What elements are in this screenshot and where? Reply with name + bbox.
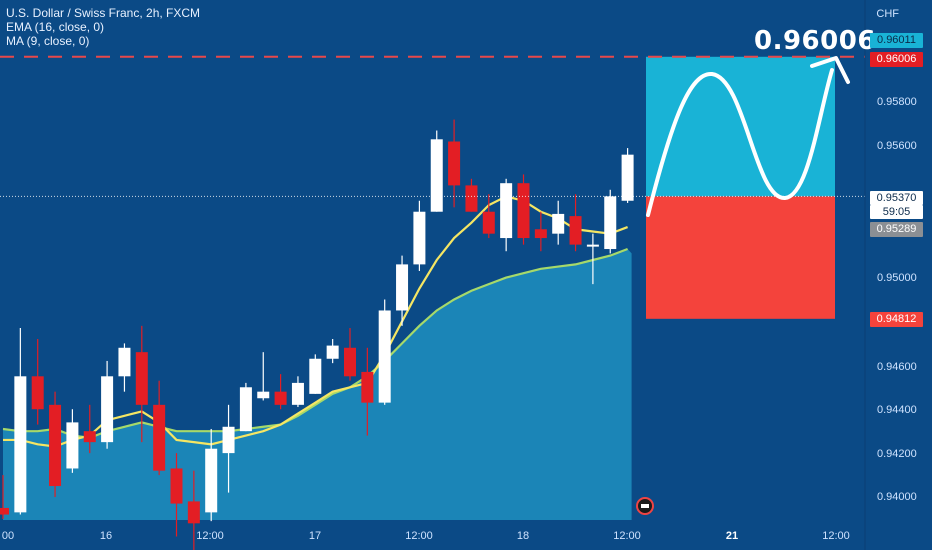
candle-bear <box>465 185 478 212</box>
ma-legend[interactable]: MA (9, close, 0) <box>6 34 90 48</box>
candle-bull <box>14 376 27 513</box>
candle-bull <box>413 211 426 265</box>
candle-bear <box>187 501 200 524</box>
candle-bull <box>586 244 599 247</box>
candle-bear <box>153 404 166 471</box>
candle-bear <box>135 352 148 405</box>
candle-bear <box>448 141 461 186</box>
candle-bear <box>361 371 374 403</box>
y-tick: 0.95800 <box>877 96 917 108</box>
countdown-tag: 59:05 <box>870 205 923 219</box>
x-tick: 21 <box>725 530 739 542</box>
candle-bull <box>396 264 409 311</box>
candle-bear <box>49 404 62 487</box>
candle-bear <box>170 468 183 504</box>
y-tick: 0.94200 <box>877 448 917 460</box>
y-tick: 0.95000 <box>877 272 917 284</box>
candle-bear <box>534 229 547 239</box>
annotations <box>0 0 866 550</box>
candle-bull <box>239 387 252 432</box>
candle-bull <box>378 310 391 403</box>
candle-bear <box>83 431 96 443</box>
target-price-label: 0.96006 <box>754 26 876 56</box>
x-tick: 12:00 <box>822 530 850 542</box>
candle-bear <box>482 211 495 234</box>
us-flag-event-icon[interactable] <box>636 497 654 515</box>
candle-bull <box>101 376 114 443</box>
stop-price-tag: 0.94812 <box>870 312 923 327</box>
y-tick: 0.94000 <box>877 491 917 503</box>
candle-bull <box>430 139 443 212</box>
projection-arrowhead <box>810 56 850 84</box>
candle-bull <box>205 448 218 513</box>
candle-bear <box>31 376 44 410</box>
top-price-tag: 0.96011 <box>870 33 923 48</box>
y-tick: 0.95600 <box>877 140 917 152</box>
candle-bull <box>118 347 131 377</box>
candle-bull <box>500 183 513 239</box>
candle-bull <box>621 154 634 201</box>
x-tick: 18 <box>516 530 530 542</box>
candle-bear <box>274 391 287 405</box>
candle-bull <box>257 391 270 399</box>
candle-bull <box>604 196 617 250</box>
projection-curve <box>646 68 834 217</box>
stop-zone <box>646 196 835 319</box>
target-price-tag: 0.96006 <box>870 52 923 67</box>
symbol-title[interactable]: U.S. Dollar / Swiss Franc, 2h, FXCM <box>6 6 201 20</box>
x-tick: 12:00 <box>196 530 224 542</box>
candle-bear <box>569 216 582 245</box>
x-tick: 12:00 <box>405 530 433 542</box>
candle-bull <box>222 426 235 454</box>
y-tick: 0.94600 <box>877 361 917 373</box>
candle-bear <box>0 507 9 515</box>
candle-bull <box>291 382 304 405</box>
x-tick: 16 <box>99 530 113 542</box>
candle-bull <box>309 358 322 394</box>
current-price-tag: 0.95370 <box>870 191 923 205</box>
currency-label: CHF <box>876 8 899 20</box>
ema-legend[interactable]: EMA (16, close, 0) <box>6 20 105 34</box>
candles <box>0 119 634 550</box>
candle-bull <box>552 213 565 234</box>
candle-bear <box>344 347 356 377</box>
ma-price-tag: 0.95289 <box>870 222 923 237</box>
position-zones <box>646 56 835 319</box>
x-tick: 17 <box>308 530 322 542</box>
x-tick: 12:00 <box>613 530 641 542</box>
candle-bull <box>326 345 339 359</box>
candle-bull <box>66 422 79 469</box>
y-tick: 0.94400 <box>877 404 917 416</box>
candle-bear <box>517 183 530 239</box>
chart-legend: U.S. Dollar / Swiss Franc, 2h, FXCM EMA … <box>6 6 200 48</box>
x-tick: 00 <box>1 530 15 542</box>
